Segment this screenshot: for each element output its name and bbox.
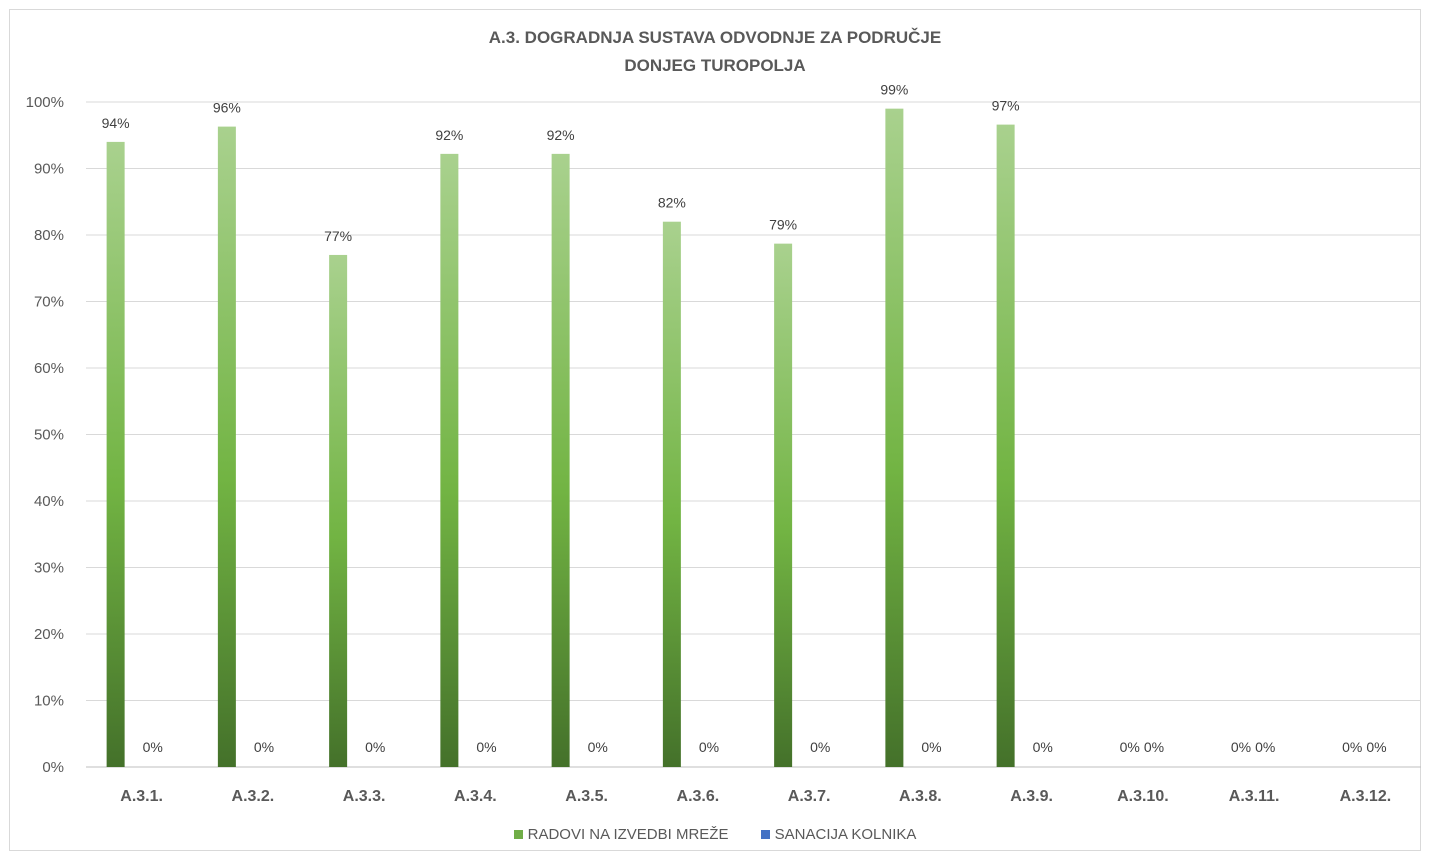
data-label-sanacija: 0%	[254, 739, 274, 755]
x-tick-label: A.3.4.	[454, 788, 497, 805]
y-tick-label: 60%	[34, 360, 64, 377]
y-tick-label: 50%	[34, 427, 64, 444]
data-label-radovi: 92%	[547, 127, 575, 143]
x-tick-label: A.3.3.	[343, 788, 386, 805]
legend-label-sanacija: SANACIJA KOLNIKA	[774, 826, 917, 843]
chart-title-line-1: A.3. DOGRADNJA SUSTAVA ODVODNJE ZA PODRU…	[488, 28, 942, 47]
y-tick-label: 100%	[26, 94, 64, 111]
data-label-radovi: 82%	[658, 195, 686, 211]
legend-item-sanacija[interactable]: SANACIJA KOLNIKA	[760, 826, 917, 843]
data-label-radovi: 79%	[769, 217, 797, 233]
bar-radovi	[440, 153, 459, 767]
data-label-radovi: 77%	[324, 228, 352, 244]
legend: RADOVI NA IZVEDBI MREŽE SANACIJA KOLNIKA	[0, 826, 1430, 843]
y-tick-label: 10%	[34, 693, 64, 710]
data-label-sanacija: 0%	[143, 739, 163, 755]
data-label-sanacija: 0%	[476, 739, 496, 755]
data-label-radovi: 0%	[1231, 739, 1251, 755]
legend-swatch-sanacija	[760, 830, 770, 839]
y-tick-label: 30%	[34, 560, 64, 577]
data-label-sanacija: 0%	[1033, 739, 1053, 755]
x-tick-label: A.3.11.	[1229, 788, 1280, 805]
data-label-sanacija: 0%	[810, 739, 830, 755]
data-label-sanacija: 0%	[588, 739, 608, 755]
data-label-radovi: 92%	[435, 127, 463, 143]
y-tick-label: 20%	[34, 626, 64, 643]
x-tick-label: A.3.5.	[565, 788, 608, 805]
data-label-sanacija: 0%	[1144, 739, 1164, 755]
x-tick-label: A.3.9.	[1010, 788, 1053, 805]
data-label-radovi: 99%	[880, 82, 908, 98]
bar-radovi	[217, 126, 236, 768]
data-label-radovi: 0%	[1342, 739, 1362, 755]
bar-radovi	[329, 254, 348, 767]
x-tick-label: A.3.1.	[120, 788, 163, 805]
y-tick-label: 0%	[42, 759, 64, 776]
legend-swatch-radovi	[513, 830, 523, 839]
chart-title: A.3. DOGRADNJA SUSTAVA ODVODNJE ZA PODRU…	[0, 24, 1430, 80]
legend-label-radovi: RADOVI NA IZVEDBI MREŽE	[527, 826, 729, 843]
data-label-sanacija: 0%	[699, 739, 719, 755]
data-label-sanacija: 0%	[365, 739, 385, 755]
bar-radovi	[551, 153, 570, 767]
data-label-sanacija: 0%	[1255, 739, 1275, 755]
data-label-radovi: 94%	[102, 115, 130, 131]
bar-radovi	[996, 124, 1015, 768]
bar-radovi	[774, 243, 793, 767]
x-tick-label: A.3.12.	[1340, 788, 1392, 805]
legend-item-radovi[interactable]: RADOVI NA IZVEDBI MREŽE	[513, 826, 729, 843]
x-tick-label: A.3.8.	[899, 788, 942, 805]
x-tick-label: A.3.6.	[677, 788, 720, 805]
data-label-radovi: 97%	[992, 98, 1020, 114]
y-tick-label: 90%	[34, 161, 64, 178]
data-label-radovi: 96%	[213, 100, 241, 116]
bar-radovi	[662, 221, 681, 767]
data-label-sanacija: 0%	[921, 739, 941, 755]
x-tick-label: A.3.2.	[232, 788, 275, 805]
data-label-sanacija: 0%	[1366, 739, 1386, 755]
x-tick-label: A.3.10.	[1117, 788, 1169, 805]
data-label-radovi: 0%	[1120, 739, 1140, 755]
chart-title-line-2: DONJEG TUROPOLJA	[624, 56, 806, 75]
x-tick-label: A.3.7.	[788, 788, 831, 805]
bar-radovi	[885, 108, 904, 767]
y-tick-label: 80%	[34, 227, 64, 244]
bar-radovi	[106, 141, 125, 767]
y-tick-label: 70%	[34, 294, 64, 311]
y-tick-label: 40%	[34, 493, 64, 510]
chart-frame	[9, 9, 1421, 851]
